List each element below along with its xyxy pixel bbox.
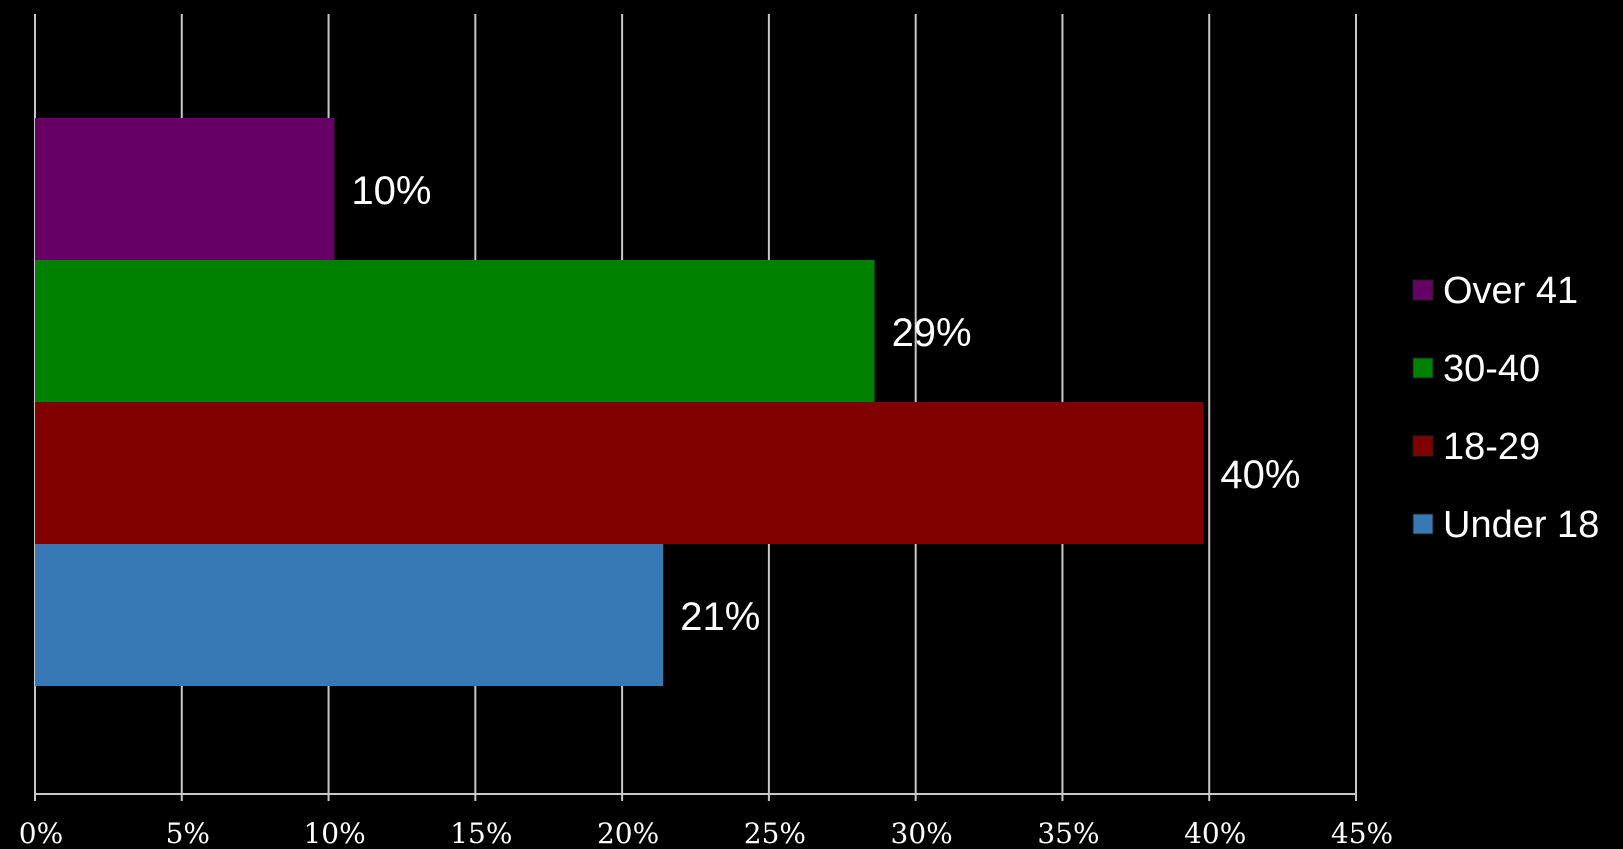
data-label: 21% (680, 595, 760, 639)
legend-swatch (1412, 357, 1434, 379)
x-axis-tick-labels: 0% 5% 10% 15% 20% 25% 30% 35% 40% 45% (19, 817, 1393, 849)
legend-label: 18-29 (1443, 426, 1540, 468)
legend-swatch (1412, 513, 1434, 535)
data-labels: 10% 29% 40% 21% (351, 169, 1300, 639)
legend-label: 30-40 (1443, 348, 1540, 390)
data-label: 40% (1220, 453, 1300, 497)
bar-over-41 (35, 118, 335, 260)
bars (35, 118, 1204, 686)
legend-swatch (1412, 435, 1434, 457)
data-label: 10% (351, 169, 431, 213)
x-tick-label: 30% (891, 817, 953, 849)
legend-label: Over 41 (1443, 270, 1578, 312)
legend: Over 41 30-40 18-29 Under 18 (1412, 270, 1599, 546)
x-tick-label: 45% (1331, 817, 1393, 849)
x-tick-label: 10% (303, 817, 365, 849)
legend-swatch (1412, 279, 1434, 301)
x-tick-label: 35% (1037, 817, 1099, 849)
x-tick-label: 15% (450, 817, 512, 849)
x-tick-label: 40% (1184, 817, 1246, 849)
x-tick-label: 25% (744, 817, 806, 849)
bar-under-18 (35, 544, 664, 686)
bar-30-40 (35, 260, 875, 402)
x-tick-label: 5% (166, 817, 210, 849)
x-tick-label: 0% (19, 817, 63, 849)
data-label: 29% (892, 311, 972, 355)
legend-label: Under 18 (1443, 504, 1599, 546)
x-tick-label: 20% (597, 817, 659, 849)
bar-18-29 (35, 402, 1204, 544)
